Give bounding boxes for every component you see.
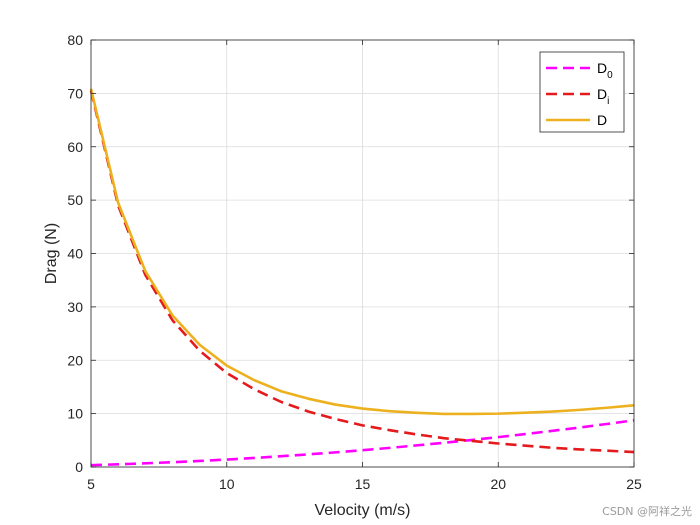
legend-entry-d0-label: D0: [597, 60, 613, 81]
y-tick-label: 30: [67, 299, 83, 315]
y-tick-label: 0: [75, 459, 83, 475]
legend-entry-d-label: D: [597, 112, 607, 128]
y-tick-label: 80: [67, 32, 83, 48]
y-tick-label: 70: [67, 85, 83, 101]
series-layer: [89, 88, 635, 467]
legend: D0 Di D: [539, 51, 625, 133]
x-tick-label: 15: [355, 476, 371, 492]
x-tick-label: 5: [87, 476, 95, 492]
y-tick-label: 40: [67, 246, 83, 262]
y-tick-label: 20: [67, 352, 83, 368]
x-tick-label: 20: [490, 476, 506, 492]
y-axis-label: Drag (N): [43, 223, 60, 284]
legend-entry-di-label: Di: [597, 86, 609, 107]
y-tick-label: 60: [67, 139, 83, 155]
watermark: CSDN @阿祥之光: [602, 505, 692, 518]
x-tick-label: 25: [626, 476, 642, 492]
x-tick-label: 10: [219, 476, 235, 492]
y-tick-label: 10: [67, 406, 83, 422]
series-line-d0: [90, 419, 635, 467]
legend-box: [539, 51, 625, 133]
x-axis-ticks: 5 10 15 20 25: [87, 40, 642, 492]
series-line-d: [89, 88, 635, 416]
series-line-di: [89, 90, 635, 454]
y-tick-label: 50: [67, 192, 83, 208]
y-axis-ticks: 0 10 20 30 40 50 60 70 80: [67, 32, 634, 475]
x-axis-label: Velocity (m/s): [314, 502, 410, 519]
